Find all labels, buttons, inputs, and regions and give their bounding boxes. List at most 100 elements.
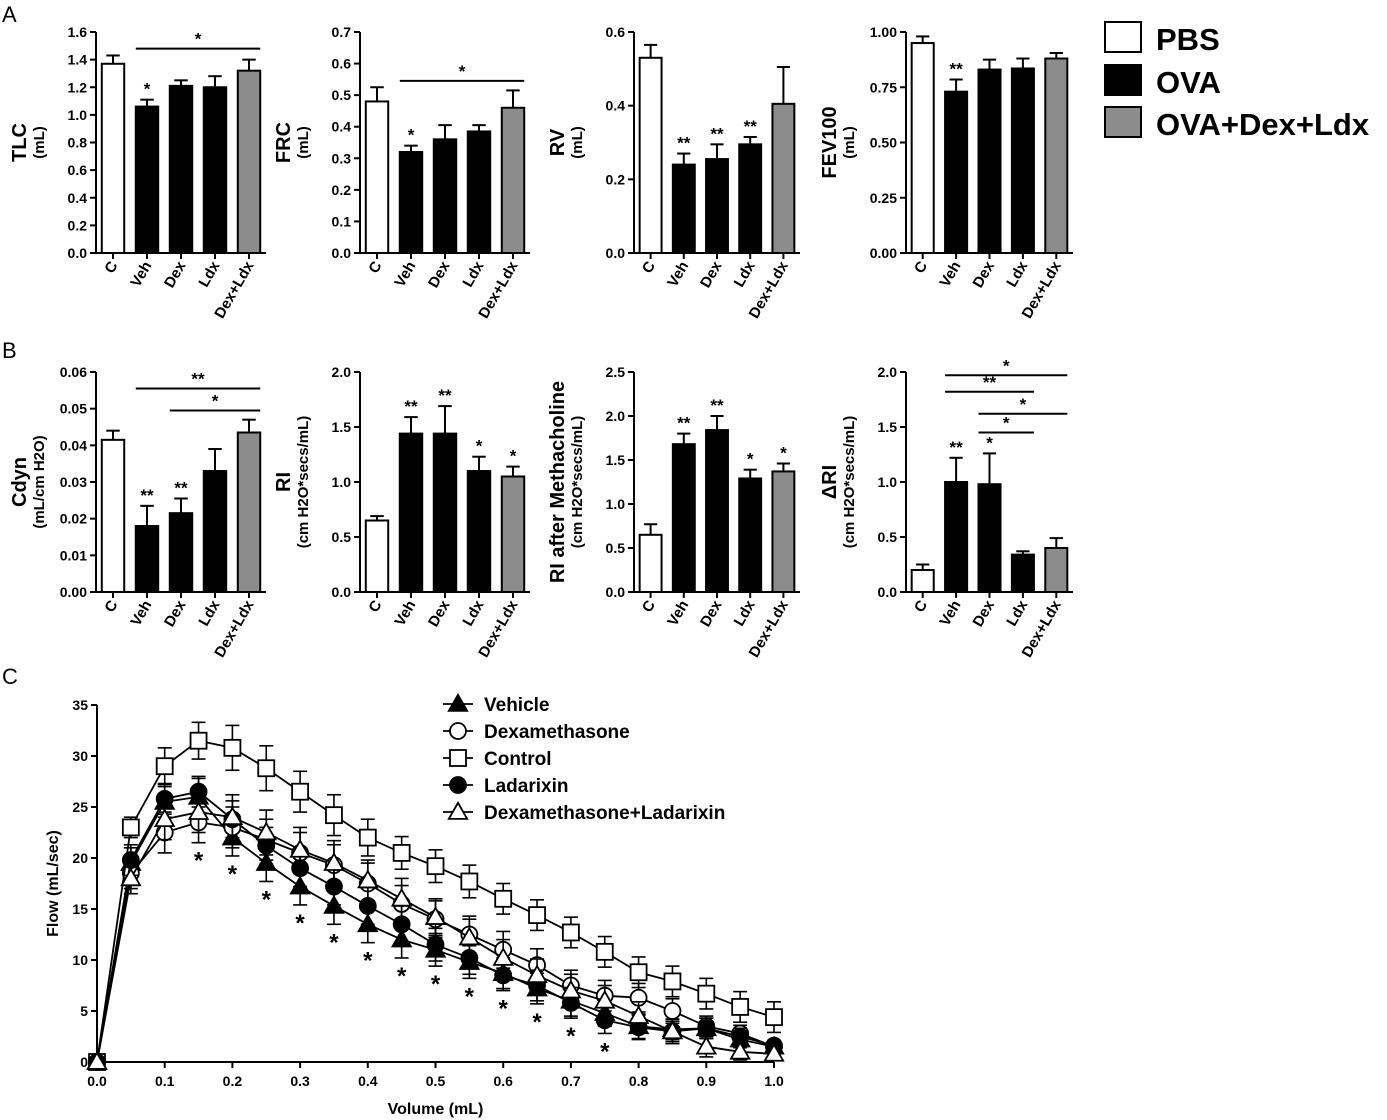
legend-item-ova-dex-ldx: OVA+Dex+Ldx: [1104, 106, 1370, 142]
y-axis-title: RV: [547, 128, 569, 156]
y-axis-unit: (mL/cm H2O): [31, 435, 48, 528]
y-tick-label: 2.0: [332, 364, 352, 380]
y-tick-label: 0.0: [68, 245, 88, 261]
y-axis-title: FEV100: [819, 106, 841, 178]
bracket-label: *: [195, 30, 202, 49]
x-tick-label: Dex: [425, 597, 454, 630]
data-point: [526, 964, 548, 984]
significance-star: **: [677, 414, 691, 433]
bar: [738, 477, 763, 594]
bar: [168, 84, 194, 255]
data-point: [223, 738, 242, 757]
y-tick-label: 2.0: [606, 408, 626, 424]
charts: 0.00.20.40.60.81.01.21.41.6C Veh*Dex LdxDe…: [9, 24, 1073, 1118]
line-legend-label: Vehicle: [484, 695, 550, 716]
chart-ri_mch: 0.00.51.01.52.02.5C Veh**Dex**Ldx*Dex+Ldx…: [547, 364, 800, 661]
y-tick-label: 0.6: [68, 162, 88, 178]
significance-star: *: [228, 861, 238, 888]
y-tick-label: 0.0: [332, 245, 352, 261]
significance-star: **: [949, 438, 963, 457]
y-axis-title: Flow (mL/sec): [45, 830, 62, 937]
data-point: [358, 828, 377, 847]
y-tick-label: 0.2: [68, 217, 88, 233]
y-axis-title: RI: [273, 472, 295, 492]
line-legend-item: Vehicle: [443, 692, 550, 716]
y-tick-label: 0.8: [68, 135, 88, 151]
data-point: [155, 757, 174, 776]
y-tick-label: 0.2: [332, 182, 352, 198]
line-legend-label: Ladarixin: [484, 776, 568, 797]
x-tick-label: 0.5: [426, 1073, 446, 1089]
legend-label-pbs: PBS: [1156, 22, 1220, 57]
bar: [202, 470, 228, 593]
chart-fev100: 0.000.250.500.751.00C Veh**Dex LdxDex+LdxF…: [819, 24, 1073, 322]
significance-star: *: [780, 444, 787, 463]
data-point: [627, 1005, 650, 1024]
x-tick-label: Ldx: [459, 258, 487, 290]
y-tick-label: 0.01: [60, 547, 87, 563]
bracket-label: *: [212, 392, 219, 411]
x-tick-label: C: [101, 258, 121, 276]
y-tick-label: 30: [72, 748, 88, 764]
data-point: [120, 867, 142, 887]
y-axis-title: Cdyn: [9, 457, 31, 507]
line-chart-legend: Vehicle Dexamethasone Control Ladarixin Dexa…: [443, 692, 725, 824]
y-tick-label: 1.4: [68, 52, 88, 68]
legend-swatch-ova: [1104, 64, 1142, 96]
line-legend-marker: [449, 776, 467, 794]
x-tick-label: Ldx: [731, 597, 759, 629]
chart-frc: 0.00.10.20.30.40.50.60.7C Veh*Dex LdxDex+L…: [273, 24, 530, 322]
legend-item-pbs: PBS: [1104, 21, 1220, 57]
y-tick-label: 1.0: [332, 474, 352, 490]
line-legend-marker: [449, 749, 467, 767]
bar: [1010, 67, 1035, 254]
x-tick-label: C: [101, 597, 121, 615]
significance-star: *: [476, 437, 483, 456]
legend-label-ova-dex-ldx: OVA+Dex+Ldx: [1156, 107, 1370, 142]
significance-star: *: [566, 1023, 576, 1050]
x-tick-label: 0.6: [493, 1073, 513, 1089]
y-axis-title: FRC: [273, 122, 295, 163]
x-tick-label: 0.9: [697, 1073, 717, 1089]
y-tick-label: 1.0: [68, 107, 88, 123]
y-tick-label: 1.0: [878, 474, 898, 490]
bar: [398, 150, 424, 255]
data-point: [187, 801, 210, 820]
bar: [910, 569, 935, 593]
bar: [466, 130, 492, 254]
bar: [944, 481, 969, 593]
y-tick-label: 0.00: [870, 245, 897, 261]
bar: [236, 431, 262, 593]
x-tick-label: 0.3: [290, 1073, 310, 1089]
bar: [236, 69, 262, 254]
y-tick-label: 15: [72, 901, 88, 917]
x-tick-label: Ldx: [195, 597, 223, 629]
y-tick-label: 1.00: [870, 24, 897, 40]
x-tick-label: C: [911, 258, 931, 276]
x-tick-label: Veh: [391, 598, 419, 630]
line-legend-label: Dexamethasone: [484, 722, 630, 743]
bar: [771, 470, 796, 593]
line-legend-item: Ladarixin: [443, 776, 568, 797]
bar: [705, 158, 729, 254]
data-point: [697, 1019, 716, 1038]
significance-star: *: [194, 848, 204, 875]
y-tick-label: 2.5: [606, 364, 626, 380]
legend-swatch-ova-dex-ldx: [1104, 106, 1142, 138]
y-axis-title: ΔRI: [819, 465, 841, 499]
y-tick-label: 0.04: [60, 437, 87, 453]
bar: [705, 429, 729, 593]
y-tick-label: 0.02: [60, 511, 87, 527]
y-tick-label: 0.0: [332, 584, 352, 600]
y-tick-label: 0.6: [606, 24, 626, 40]
chart-delta_ri: 0.00.51.01.52.0C Veh**Dex*LdxDex+Ldx*****…: [819, 356, 1073, 661]
y-tick-label: 2.0: [878, 364, 898, 380]
significance-star: **: [140, 486, 154, 505]
y-tick-label: 10: [72, 952, 88, 968]
x-tick-label: C: [365, 597, 385, 615]
y-tick-label: 0.3: [332, 150, 352, 166]
line-legend-marker: [447, 692, 469, 712]
data-point: [426, 935, 445, 954]
significance-star: *: [262, 886, 272, 913]
bar: [364, 100, 390, 255]
